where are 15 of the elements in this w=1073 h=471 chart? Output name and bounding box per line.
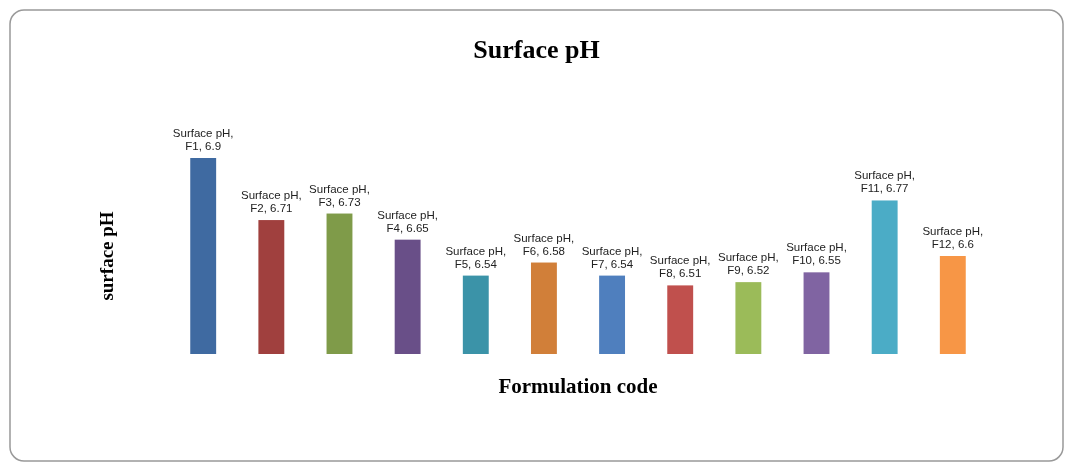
data-label: Surface pH, F2, 6.71 (240, 189, 302, 215)
data-label: Surface pH, F9, 6.52 (718, 251, 779, 277)
data-label: Surface pH, F11, 6.77 (854, 169, 916, 195)
y-axis-title: surface pH (96, 211, 117, 301)
data-label: Surface pH, F3, 6.73 (309, 182, 370, 208)
data-label: Surface pH, F1, 6.9 (172, 127, 234, 152)
data-label: Surface pH, F8, 6.51 (649, 254, 711, 280)
data-label: Surface pH, F5, 6.54 (445, 244, 507, 270)
data-label: Surface pH, F6, 6.58 (513, 231, 575, 257)
chart-title: Surface pH (473, 35, 600, 64)
data-label: Surface pH, F7, 6.54 (581, 244, 643, 270)
x-axis-title: Formulation code (498, 374, 658, 398)
data-label: Surface pH, F10, 6.55 (786, 241, 847, 267)
data-label: Surface pH, F12, 6.6 (922, 225, 984, 250)
data-label: Surface pH, F4, 6.65 (377, 208, 438, 234)
